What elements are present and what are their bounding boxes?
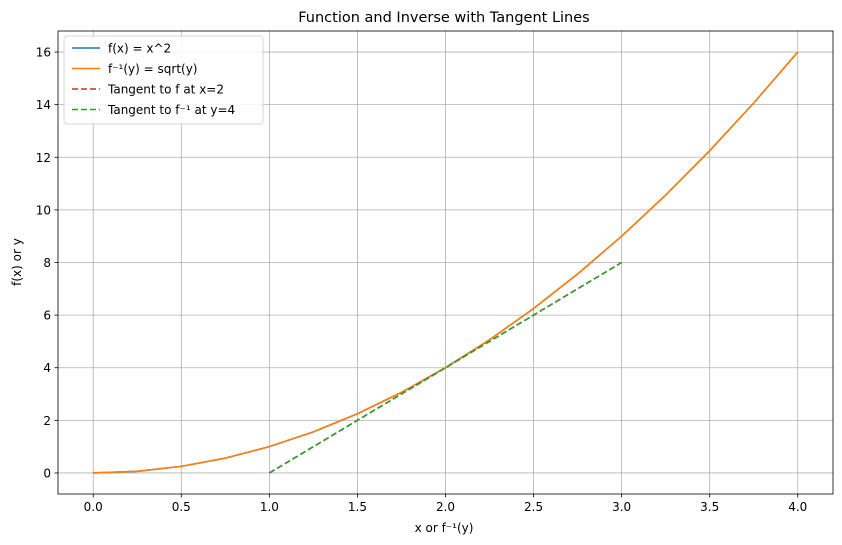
legend-label: f⁻¹(y) = sqrt(y) [108, 62, 198, 76]
y-tick-label: 6 [43, 309, 51, 323]
series-layer [93, 51, 799, 474]
x-tick-label: 0.0 [84, 500, 103, 514]
grid [58, 31, 833, 494]
legend-label: Tangent to f at x=2 [107, 83, 224, 97]
legend-box [63, 35, 264, 125]
legend-label: f(x) = x^2 [108, 42, 171, 56]
y-tick-label: 16 [36, 46, 51, 60]
y-axis-label: f(x) or y [10, 238, 24, 286]
y-tick-label: 4 [43, 361, 51, 375]
x-tick-label: 1.0 [260, 500, 279, 514]
x-tick-label: 1.5 [348, 500, 367, 514]
x-tick-label: 3.0 [612, 500, 631, 514]
y-tick-label: 8 [43, 256, 51, 270]
legend: f(x) = x^2 f⁻¹(y) = sqrt(y) Tangent to f a… [63, 35, 264, 125]
y-tick-label: 0 [43, 466, 51, 480]
x-tick-label: 2.5 [524, 500, 543, 514]
y-tick-label: 10 [36, 203, 51, 217]
series-line-2 [93, 51, 799, 474]
chart-title: Function and Inverse with Tangent Lines [298, 10, 589, 26]
ticks: 0.0 0.5 1.0 1.5 2.0 2.5 3.0 3.5 4.0 0 2 4 6 8 10 12 14 16 [36, 46, 808, 514]
x-tick-label: 2.0 [436, 500, 455, 514]
y-tick-label: 12 [36, 151, 51, 165]
legend-label: Tangent to f⁻¹ at y=4 [107, 103, 235, 117]
y-tick-label: 2 [43, 414, 51, 428]
x-axis-label: x or f⁻¹(y) [415, 521, 474, 535]
x-tick-label: 0.5 [172, 500, 191, 514]
y-tick-label: 14 [36, 98, 51, 112]
x-tick-label: 4.0 [788, 500, 807, 514]
series-line-4 [268, 261, 623, 474]
x-tick-label: 3.5 [700, 500, 719, 514]
